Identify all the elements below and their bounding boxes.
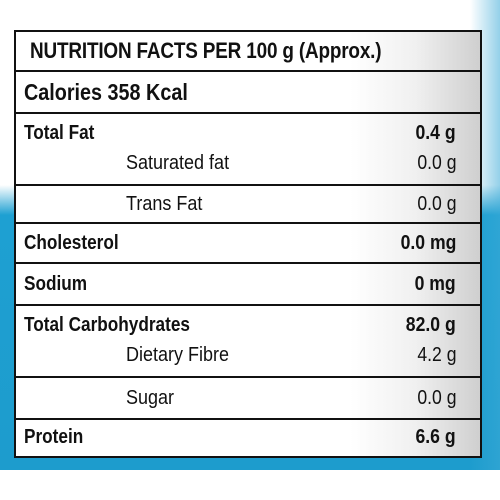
carbohydrates-row: Total Carbohydrates 82.0 g Dietary Fibre… [16,306,480,378]
sugar-row: Sugar 0.0 g [16,378,480,420]
calories-text: Calories 358 Kcal [24,79,188,105]
nutrition-title: NUTRITION FACTS PER 100 g (Approx.) [30,38,382,63]
sodium-value: 0 mg [414,273,456,295]
sugar-value: 0.0 g [416,387,456,409]
trans-fat-row: Trans Fat 0.0 g [16,186,480,224]
cholesterol-value: 0.0 mg [400,232,456,254]
protein-row: Protein 6.6 g [16,420,480,456]
nutrition-facts-panel: NUTRITION FACTS PER 100 g (Approx.) Calo… [14,30,482,458]
protein-value: 6.6 g [415,426,456,448]
title-row: NUTRITION FACTS PER 100 g (Approx.) [16,32,480,72]
protein-label: Protein [24,426,84,448]
total-carbohydrates-label: Total Carbohydrates [24,314,190,336]
cholesterol-row: Cholesterol 0.0 mg [16,224,480,264]
saturated-fat-value: 0.0 g [416,152,456,174]
trans-fat-label: Trans Fat [126,193,203,215]
sugar-label: Sugar [126,387,175,409]
cholesterol-label: Cholesterol [24,232,119,254]
trans-fat-value: 0.0 g [416,193,456,215]
sodium-row: Sodium 0 mg [16,264,480,306]
total-fat-value: 0.4 g [415,122,456,144]
sodium-label: Sodium [24,273,88,295]
dietary-fibre-label: Dietary Fibre [126,344,230,366]
total-carbohydrates-value: 82.0 g [406,314,456,336]
dietary-fibre-value: 4.2 g [416,344,456,366]
total-fat-label: Total Fat [24,122,95,144]
saturated-fat-label: Saturated fat [126,152,230,174]
fat-row: Total Fat 0.4 g Saturated fat 0.0 g [16,114,480,186]
calories-row: Calories 358 Kcal [16,72,480,114]
